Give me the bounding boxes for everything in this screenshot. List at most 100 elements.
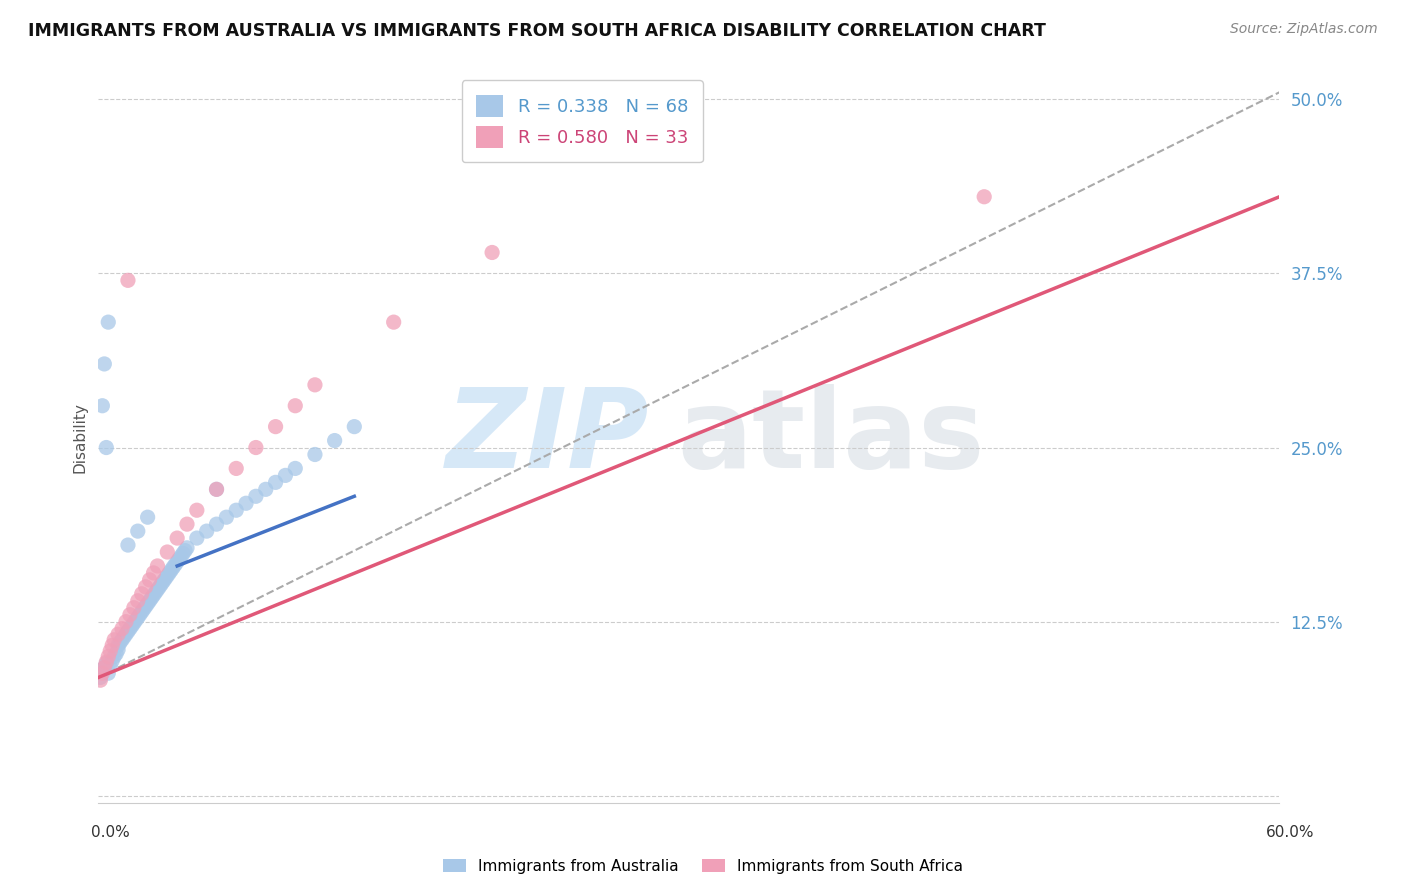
- Point: [115, 627, 138, 641]
- Point: [142, 566, 165, 580]
- Point: [131, 605, 153, 619]
- Point: [118, 607, 141, 622]
- Point: [166, 555, 188, 569]
- Point: [98, 659, 121, 673]
- Point: [150, 577, 173, 591]
- Point: [141, 591, 163, 605]
- Point: [103, 649, 125, 664]
- Point: [274, 468, 297, 483]
- Point: [145, 585, 167, 599]
- Point: [117, 538, 139, 552]
- Point: [97, 666, 120, 681]
- Point: [127, 594, 149, 608]
- Point: [128, 607, 150, 622]
- Point: [481, 245, 503, 260]
- Point: [165, 558, 187, 572]
- Text: Source: ZipAtlas.com: Source: ZipAtlas.com: [1230, 22, 1378, 37]
- Point: [89, 670, 111, 684]
- Point: [138, 573, 160, 587]
- Legend: Immigrants from Australia, Immigrants from South Africa: Immigrants from Australia, Immigrants fr…: [437, 853, 969, 880]
- Point: [96, 655, 118, 669]
- Point: [131, 587, 153, 601]
- Legend: R = 0.338   N = 68, R = 0.580   N = 33: R = 0.338 N = 68, R = 0.580 N = 33: [461, 80, 703, 162]
- Point: [195, 524, 218, 538]
- Point: [112, 630, 135, 644]
- Point: [245, 441, 267, 455]
- Point: [225, 461, 247, 475]
- Point: [155, 572, 177, 586]
- Point: [98, 644, 121, 658]
- Point: [135, 580, 157, 594]
- Point: [107, 627, 129, 641]
- Point: [96, 657, 118, 671]
- Point: [101, 639, 124, 653]
- Point: [91, 664, 114, 678]
- Point: [91, 399, 114, 413]
- Point: [93, 660, 115, 674]
- Point: [89, 673, 111, 688]
- Point: [122, 600, 145, 615]
- Point: [174, 543, 197, 558]
- Point: [135, 599, 157, 614]
- Point: [121, 619, 143, 633]
- Point: [323, 434, 346, 448]
- Point: [96, 441, 118, 455]
- Point: [132, 602, 155, 616]
- Point: [97, 649, 120, 664]
- Point: [146, 582, 169, 597]
- Point: [186, 503, 208, 517]
- Point: [138, 594, 160, 608]
- Text: IMMIGRANTS FROM AUSTRALIA VS IMMIGRANTS FROM SOUTH AFRICA DISABILITY CORRELATION: IMMIGRANTS FROM AUSTRALIA VS IMMIGRANTS …: [28, 22, 1046, 40]
- Point: [136, 597, 159, 611]
- Point: [111, 632, 134, 647]
- Point: [111, 622, 134, 636]
- Point: [186, 531, 208, 545]
- Point: [343, 419, 366, 434]
- Point: [973, 190, 995, 204]
- Point: [167, 552, 190, 566]
- Point: [103, 632, 125, 647]
- Point: [108, 635, 131, 649]
- Point: [254, 483, 277, 497]
- Point: [304, 448, 326, 462]
- Point: [176, 517, 198, 532]
- Text: 0.0%: 0.0%: [91, 825, 131, 840]
- Point: [118, 622, 141, 636]
- Text: 60.0%: 60.0%: [1267, 825, 1315, 840]
- Point: [304, 377, 326, 392]
- Point: [97, 315, 120, 329]
- Point: [127, 610, 149, 624]
- Point: [166, 531, 188, 545]
- Point: [142, 588, 165, 602]
- Point: [125, 613, 148, 627]
- Point: [284, 461, 307, 475]
- Point: [101, 654, 124, 668]
- Point: [235, 496, 257, 510]
- Point: [117, 273, 139, 287]
- Point: [264, 475, 287, 490]
- Point: [284, 399, 307, 413]
- Point: [205, 517, 228, 532]
- Point: [382, 315, 405, 329]
- Point: [156, 545, 179, 559]
- Point: [160, 563, 183, 577]
- Point: [176, 541, 198, 555]
- Point: [136, 510, 159, 524]
- Point: [245, 489, 267, 503]
- Point: [127, 524, 149, 538]
- Point: [172, 546, 194, 560]
- Point: [215, 510, 238, 524]
- Point: [146, 558, 169, 573]
- Point: [93, 660, 115, 674]
- Y-axis label: Disability: Disability: [72, 401, 87, 473]
- Point: [115, 615, 138, 629]
- Point: [157, 566, 180, 580]
- Point: [162, 560, 184, 574]
- Point: [225, 503, 247, 517]
- Point: [117, 624, 139, 639]
- Point: [91, 666, 114, 681]
- Point: [205, 483, 228, 497]
- Point: [93, 357, 115, 371]
- Point: [152, 574, 174, 589]
- Point: [107, 642, 129, 657]
